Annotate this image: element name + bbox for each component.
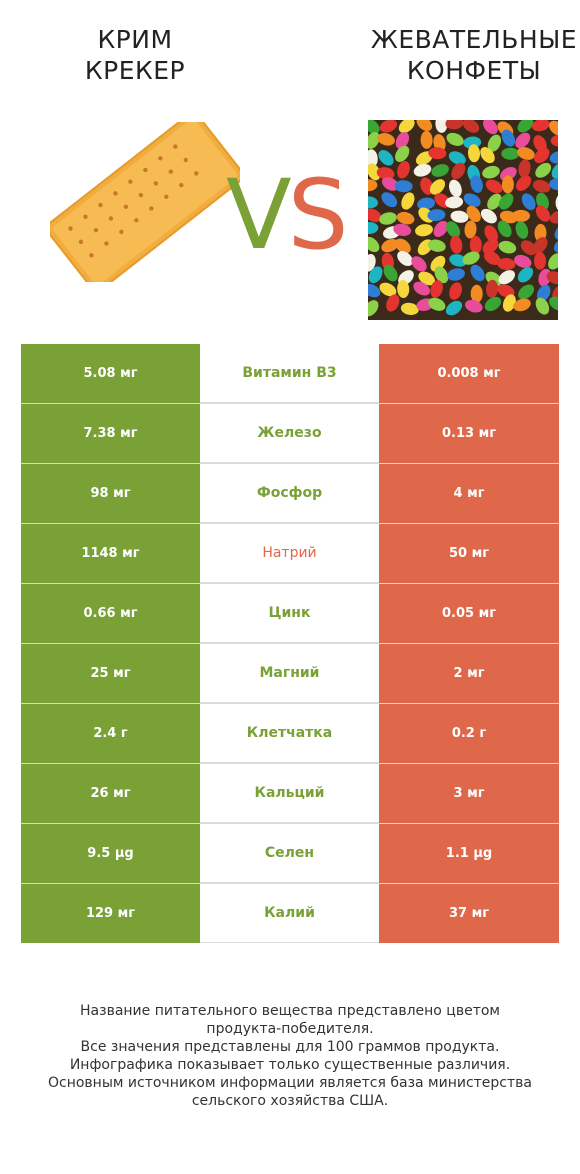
footer-line: Название питательного вещества представл… [80,1003,500,1019]
table-row: 2.4 г Клетчатка 0.2 г [21,704,559,764]
right-value: 1.1 µg [379,824,559,883]
table-row: 25 мг Магний 2 мг [21,644,559,704]
right-value: 0.2 г [379,704,559,763]
table-row: 98 мг Фосфор 4 мг [21,464,559,524]
right-product-title: ЖЕВАТЕЛЬНЫЕ КОНФЕТЫ [370,25,578,85]
table-row: 129 мг Калий 37 мг [21,884,559,943]
nutrient-name: Калий [200,884,379,943]
nutrient-name: Кальций [200,764,379,823]
right-value: 50 мг [379,524,559,583]
table-row: 0.66 мг Цинк 0.05 мг [21,584,559,644]
footer-line: Инфографика показывает только существенн… [69,1057,511,1073]
right-value: 4 мг [379,464,559,523]
footer-line: Основным источником информации является … [48,1075,532,1091]
left-value: 98 мг [21,464,200,523]
right-value: 2 мг [379,644,559,703]
right-value: 3 мг [379,764,559,823]
left-value: 26 мг [21,764,200,823]
table-row: 7.38 мг Железо 0.13 мг [21,404,559,464]
right-value: 37 мг [379,884,559,943]
right-value: 0.05 мг [379,584,559,643]
vs-s-letter: S [287,159,349,271]
left-value: 7.38 мг [21,404,200,463]
left-value: 9.5 µg [21,824,200,883]
nutrient-name: Фосфор [200,464,379,523]
nutrient-name: Селен [200,824,379,883]
left-value: 25 мг [21,644,200,703]
footer-line: продукта-победителя. [206,1021,374,1037]
left-value: 0.66 мг [21,584,200,643]
table-row: 5.08 мг Витамин B3 0.008 мг [21,344,559,404]
right-value: 0.13 мг [379,404,559,463]
nutrient-name: Железо [200,404,379,463]
table-row: 26 мг Кальций 3 мг [21,764,559,824]
comparison-table: 5.08 мг Витамин B3 0.008 мг 7.38 мг Железо 0.… [21,344,559,943]
jelly-beans-image [368,120,558,320]
nutrient-name: Клетчатка [200,704,379,763]
table-row: 9.5 µg Селен 1.1 µg [21,824,559,884]
left-product-title: КРИМ КРЕКЕР [84,25,186,85]
left-value: 2.4 г [21,704,200,763]
footer-notes: Название питательного вещества представл… [30,1002,550,1110]
nutrient-name: Цинк [200,584,379,643]
cracker-image [50,122,240,282]
nutrient-name: Натрий [200,524,379,583]
nutrient-name: Магний [200,644,379,703]
table-row: 1148 мг Натрий 50 мг [21,524,559,584]
left-value: 5.08 мг [21,344,200,403]
left-value: 1148 мг [21,524,200,583]
footer-line: сельского хозяйства США. [191,1093,389,1109]
left-value: 129 мг [21,884,200,943]
nutrient-name: Витамин B3 [200,344,379,403]
vs-v-letter: V [226,159,292,271]
footer-line: Все значения представлены для 100 граммо… [80,1039,500,1055]
vs-label: VS [226,160,356,270]
right-value: 0.008 мг [379,344,559,403]
